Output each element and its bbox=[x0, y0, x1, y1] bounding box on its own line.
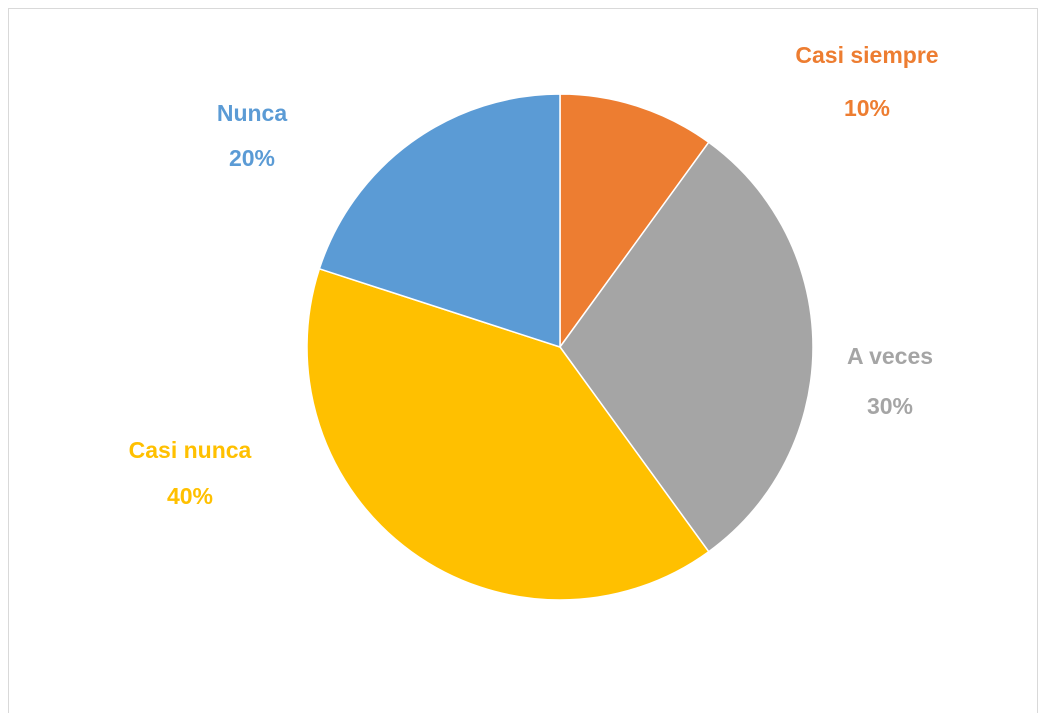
pie-slice bbox=[318, 93, 561, 349]
slice-label: Casi siempre bbox=[795, 42, 938, 68]
slice-value-label: 10% bbox=[844, 95, 890, 121]
pie-slice bbox=[306, 267, 710, 601]
slice-label: A veces bbox=[847, 343, 933, 369]
pie-slice bbox=[559, 141, 814, 553]
slice-value-label: 40% bbox=[167, 483, 213, 509]
slice-value-label: 30% bbox=[867, 393, 913, 419]
slice-value-label: 20% bbox=[229, 145, 275, 171]
pie-slice bbox=[559, 93, 710, 350]
slice-label: Casi nunca bbox=[129, 437, 252, 463]
slice-label: Nunca bbox=[217, 100, 288, 126]
